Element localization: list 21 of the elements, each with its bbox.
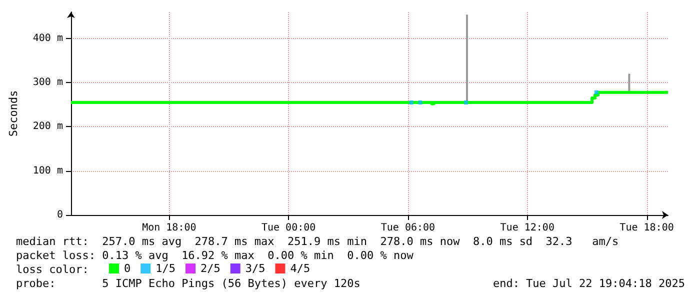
text: end: Tue Jul 22 19:04:18 2025: [492, 277, 686, 290]
legend-label: 3/5: [245, 262, 266, 275]
x-tick-label: Tue 18:00: [620, 222, 674, 234]
legend-label: 1/5: [156, 262, 176, 275]
x-tick-label: Mon 18:00: [142, 222, 196, 234]
legend-label: 0: [124, 262, 131, 275]
legend-label: 4/5: [290, 262, 310, 275]
y-tick-label: 300 m: [32, 77, 63, 88]
y-tick-label: 100 m: [32, 165, 63, 176]
x-tick-label: Tue 06:00: [380, 222, 436, 234]
y-tick-label: 400 m: [32, 32, 63, 44]
x-tick-label: Tue 12:00: [500, 222, 554, 234]
text: packet loss: 0.13 % avg 16.92 % max 0.00 % min 0.00 % now: [16, 249, 414, 262]
x-tick-label: Tue 00:00: [261, 222, 316, 234]
y-tick-label: 0: [56, 210, 63, 220]
legend-title: loss color:: [16, 263, 89, 276]
text: probe: 5 ICMP Echo Pings (56 Bytes) every 120s: [16, 277, 360, 290]
legend-label: 2/5: [200, 262, 220, 275]
y-axis-title: Seconds: [7, 90, 20, 137]
y-tick-label: 200 m: [32, 121, 63, 132]
text: median rtt: 257.0 ms avg 278.7 ms max 251.9 ms min 278.0 ms now 8.0 ms sd 32.3 am/s: [16, 235, 619, 248]
